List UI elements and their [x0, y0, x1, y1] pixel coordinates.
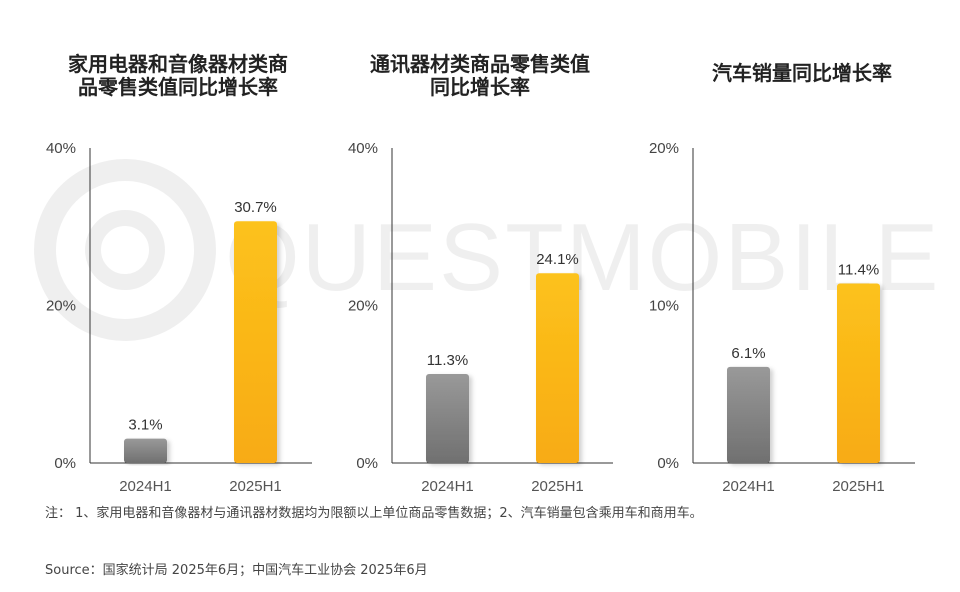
x-tick-label: 2024H1: [722, 478, 775, 495]
chart-panel-3: 汽车销量同比增长率 0% 10% 20% 6.1% 2024H1 11.4% 2025H1: [649, 61, 915, 495]
y-tick-label: 40%: [46, 140, 76, 157]
svg-text:QUESTMOBILE: QUESTMOBILE: [225, 204, 940, 311]
x-tick-label: 2025H1: [229, 478, 282, 495]
chart-title: 汽车销量同比增长率: [712, 61, 892, 85]
bar-2025H1: [234, 221, 277, 463]
data-label: 11.3%: [427, 352, 468, 369]
data-label: 11.4%: [838, 261, 879, 278]
footnote: 注： 1、家用电器和音像器材与通讯器材数据均为限额以上单位商品零售数据；2、汽车…: [45, 506, 703, 521]
x-tick-label: 2024H1: [421, 478, 474, 495]
x-tick-label: 2025H1: [531, 478, 584, 495]
source-note: Source：国家统计局 2025年6月；中国汽车工业协会 2025年6月: [45, 563, 428, 578]
chart-title: 同比增长率: [430, 75, 530, 99]
chart-title: 品零售类值同比增长率: [78, 75, 278, 99]
x-tick-label: 2025H1: [832, 478, 885, 495]
bar-2025H1: [837, 283, 880, 463]
data-label: 3.1%: [128, 417, 162, 434]
data-label: 30.7%: [234, 199, 277, 216]
y-tick-label: 10%: [649, 298, 679, 315]
data-label: 6.1%: [731, 345, 765, 362]
y-tick-label: 20%: [46, 298, 76, 315]
y-tick-label: 20%: [649, 140, 679, 157]
y-tick-label: 0%: [657, 455, 679, 472]
chart-title: 通讯器材类商品零售类值: [370, 52, 590, 76]
y-tick-label: 20%: [348, 298, 378, 315]
bar-2025H1: [536, 273, 579, 463]
bar-2024H1: [727, 366, 770, 463]
x-tick-label: 2024H1: [119, 478, 172, 495]
y-tick-label: 40%: [348, 140, 378, 157]
y-tick-label: 0%: [54, 455, 76, 472]
bar-2024H1: [426, 374, 469, 463]
chart-title: 家用电器和音像器材类商: [68, 52, 288, 76]
watermark-logo: QUESTMOBILE: [34, 159, 940, 341]
y-tick-label: 0%: [356, 455, 378, 472]
bar-2024H1: [124, 438, 167, 463]
data-label: 24.1%: [536, 251, 579, 268]
